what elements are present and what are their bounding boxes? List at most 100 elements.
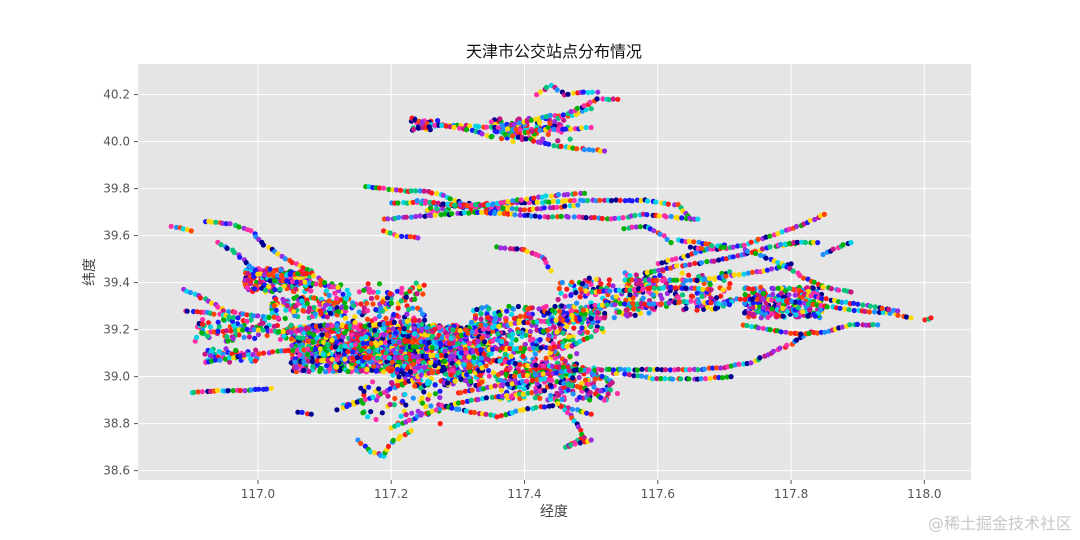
bus-stop-point	[304, 300, 310, 307]
bus-stop-point	[504, 392, 510, 399]
bus-stop-point	[385, 443, 392, 449]
bus-stop-point	[285, 347, 291, 353]
bus-stop-point	[416, 284, 422, 290]
bus-stop-point	[879, 305, 885, 311]
bus-stop-point	[650, 292, 656, 298]
bus-stop-point	[569, 383, 575, 389]
bus-stop-point	[808, 293, 814, 299]
bus-stop-point	[517, 384, 523, 390]
bus-stop-point	[387, 401, 393, 408]
bus-stop-point	[545, 370, 551, 377]
bus-stop-point	[778, 241, 784, 248]
bus-stop-point	[480, 326, 486, 332]
bus-stop-point	[444, 380, 451, 386]
bus-stop-point	[599, 367, 605, 373]
bus-stop-point	[593, 276, 600, 282]
bus-stop-point	[242, 388, 248, 394]
bus-stop-point	[588, 316, 594, 322]
bus-stop-point	[322, 280, 328, 286]
bus-stop-point	[414, 291, 420, 297]
bus-stop-point	[483, 322, 489, 328]
bus-stop-point	[742, 300, 748, 306]
bus-stop-point	[442, 348, 448, 354]
bus-stop-point	[260, 320, 266, 326]
bus-stop-point	[581, 316, 587, 322]
bus-stop-point	[240, 327, 246, 333]
bus-stop-point	[432, 363, 438, 369]
bus-stop-point	[260, 327, 266, 333]
bus-stop-point	[567, 353, 573, 359]
bus-stop-point	[770, 285, 776, 292]
bus-stop-point	[266, 284, 272, 290]
bus-stop-point	[597, 388, 603, 394]
bus-stop-point	[592, 376, 598, 382]
bus-stop-point	[312, 311, 318, 317]
bus-stop-point	[269, 310, 275, 316]
bus-stop-point	[686, 272, 692, 278]
bus-stop-point	[395, 383, 401, 389]
bus-stop-point	[509, 393, 515, 399]
bus-stop-point	[475, 338, 481, 345]
bus-stop-point	[555, 296, 561, 303]
bus-stop-point	[235, 315, 241, 321]
bus-stop-point	[513, 408, 519, 414]
bus-stop-point	[390, 359, 396, 365]
bus-stop-point	[577, 394, 583, 400]
bus-stop-point	[284, 303, 290, 309]
bus-stop-point	[429, 345, 435, 351]
bus-stop-point	[478, 347, 484, 353]
bus-stop-point	[458, 390, 464, 396]
bus-stop-point	[775, 285, 781, 291]
bus-stop-point	[714, 295, 720, 301]
bus-stop-point	[479, 365, 485, 371]
bus-stop-point	[380, 326, 387, 332]
bus-stop-point	[398, 298, 404, 304]
bus-stop-point	[521, 369, 527, 375]
bus-stop-point	[226, 314, 232, 320]
bus-stop-point	[271, 323, 277, 329]
bus-stop-point	[410, 395, 416, 401]
bus-stop-point	[503, 318, 509, 324]
bus-stop-point	[410, 361, 416, 367]
bus-stop-point	[867, 303, 873, 309]
bus-stop-point	[525, 406, 531, 412]
bus-stop-point	[523, 332, 529, 338]
bus-stop-point	[468, 397, 474, 403]
bus-stop-point	[701, 366, 707, 372]
bus-stop-point	[782, 288, 789, 294]
bus-stop-point	[510, 138, 516, 145]
bus-stop-point	[662, 367, 669, 373]
bus-stop-point	[511, 315, 517, 322]
bus-stop-point	[437, 394, 443, 401]
bus-stop-point	[370, 379, 376, 385]
bus-stop-point	[649, 305, 655, 311]
bus-stop-point	[412, 383, 418, 389]
bus-stop-point	[495, 331, 501, 337]
bus-stop-point	[421, 282, 427, 288]
bus-stop-point	[687, 277, 694, 283]
bus-stop-point	[469, 319, 475, 325]
bus-stop-point	[497, 358, 503, 364]
bus-stop-point	[313, 281, 319, 287]
bus-stop-point	[686, 376, 692, 382]
bus-stop-point	[744, 248, 751, 254]
bus-stop-point	[492, 383, 498, 389]
bus-stop-point	[320, 351, 326, 357]
bus-stop-point	[398, 348, 404, 355]
bus-stop-point	[703, 376, 709, 382]
bus-stop-point	[767, 233, 773, 239]
bus-stop-point	[784, 298, 790, 304]
bus-stop-point	[471, 409, 477, 416]
bus-stop-point	[564, 317, 571, 323]
bus-stop-point	[737, 296, 743, 302]
bus-stop-point	[599, 325, 605, 332]
bus-stop-point	[727, 281, 733, 287]
bus-stop-point	[319, 332, 325, 338]
bus-stop-point	[298, 326, 304, 332]
bus-stop-point	[263, 386, 270, 392]
bus-stop-point	[342, 356, 348, 362]
bus-stop-point	[549, 377, 555, 384]
bus-stop-point	[388, 368, 394, 374]
bus-stop-point	[726, 285, 732, 291]
bus-stop-point	[726, 302, 733, 308]
